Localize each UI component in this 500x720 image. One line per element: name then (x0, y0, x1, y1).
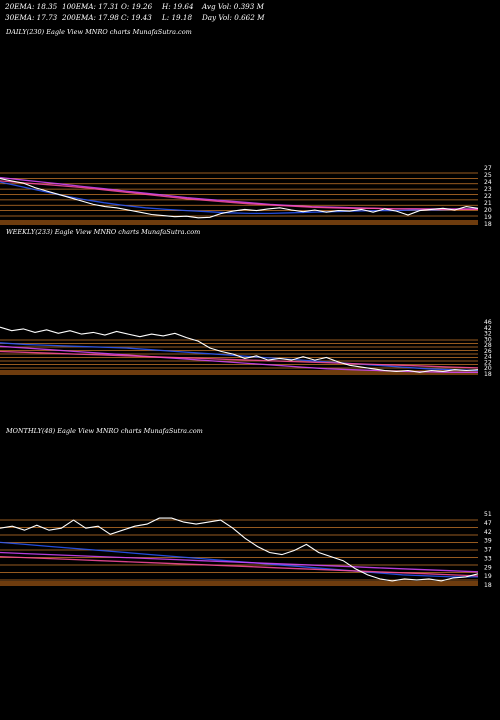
low-stat: L: 19.18 (162, 13, 193, 22)
y-tick-label: 20 (484, 365, 492, 372)
y-tick-label: 42 (484, 529, 492, 536)
level-fill (0, 370, 478, 375)
y-tick-label: 24 (484, 179, 492, 186)
y-tick-label: 22 (484, 359, 492, 366)
y-tick-label: 21 (484, 200, 492, 207)
monthly-chart-title: MONTHLY(48) Eagle View MNRO charts Munaf… (6, 427, 203, 435)
y-tick-label: 19 (484, 573, 492, 580)
day-vol-stat: Day Vol: 0.662 M (202, 13, 265, 22)
open-stat: O: 19.26 (121, 2, 153, 11)
level-fill (0, 220, 478, 225)
y-tick-label: 47 (484, 520, 492, 527)
ema-line-2 (0, 555, 479, 577)
ema-line-0 (0, 181, 479, 215)
y-tick-label: 18 (484, 582, 492, 589)
ema-line-2 (0, 180, 478, 211)
y-tick-label: 29 (484, 564, 492, 571)
y-tick-label: 27 (484, 165, 492, 172)
price-line (0, 326, 479, 373)
ema20-stat: 20EMA: 18.35 (5, 2, 58, 11)
high-stat: H: 19.64 (162, 2, 194, 11)
y-tick-label: 42 (484, 325, 492, 332)
daily-chart-title: DAILY(230) Eagle View MNRO charts Munafa… (6, 28, 192, 36)
y-tick-label: 18 (484, 221, 492, 228)
price-line (0, 517, 479, 582)
y-tick-label: 32 (484, 331, 492, 338)
level-bands (0, 519, 478, 586)
ema-line-1 (0, 551, 479, 573)
close-stat: C: 19.43 (121, 13, 152, 22)
ema30-stat: 30EMA: 17.73 (5, 13, 58, 22)
ema200-stat: 200EMA: 17.98 (62, 13, 119, 22)
y-tick-label: 33 (484, 555, 492, 562)
y-tick-label: 18 (484, 371, 492, 378)
price-line (0, 178, 479, 219)
y-tick-label: 25 (484, 172, 492, 179)
y-tick-label: 37 (484, 547, 492, 554)
level-fill (0, 581, 478, 586)
y-tick-label: 20 (484, 207, 492, 214)
y-tick-label: 46 (484, 319, 492, 326)
y-tick-label: 28 (484, 342, 492, 349)
y-tick-label: 24 (484, 354, 492, 361)
y-tick-label: 23 (484, 186, 492, 193)
y-tick-label: 26 (484, 348, 492, 355)
y-tick-label: 22 (484, 193, 492, 200)
ema-line-2 (0, 350, 479, 369)
y-tick-label: 51 (484, 511, 492, 518)
y-tick-label: 39 (484, 538, 492, 545)
y-tick-label: 30 (484, 336, 492, 343)
y-tick-label: 19 (484, 214, 492, 221)
weekly-chart-title: WEEKLY(233) Eagle View MNRO charts Munaf… (6, 228, 201, 236)
avg-vol-stat: Avg Vol: 0.393 M (202, 2, 264, 11)
ema100-stat: 100EMA: 17.31 (62, 2, 119, 11)
